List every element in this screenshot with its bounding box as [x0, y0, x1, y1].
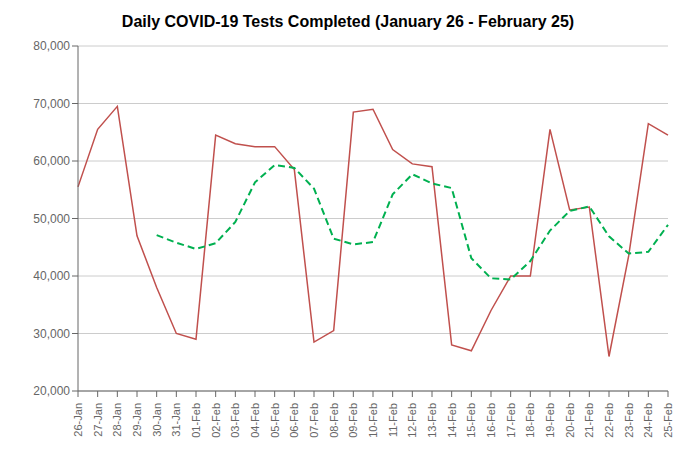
svg-text:20-Feb: 20-Feb [564, 403, 576, 438]
svg-text:23-Feb: 23-Feb [623, 403, 635, 438]
svg-text:60,000: 60,000 [33, 154, 70, 168]
svg-text:03-Feb: 03-Feb [229, 403, 241, 438]
svg-text:70,000: 70,000 [33, 97, 70, 111]
svg-text:21-Feb: 21-Feb [583, 403, 595, 438]
svg-text:50,000: 50,000 [33, 212, 70, 226]
svg-text:22-Feb: 22-Feb [603, 403, 615, 438]
svg-text:01-Feb: 01-Feb [190, 403, 202, 438]
svg-text:17-Feb: 17-Feb [505, 403, 517, 438]
svg-text:08-Feb: 08-Feb [328, 403, 340, 438]
svg-text:26-Jan: 26-Jan [72, 403, 84, 437]
svg-text:15-Feb: 15-Feb [465, 403, 477, 438]
svg-text:30-Jan: 30-Jan [151, 403, 163, 437]
svg-text:18-Feb: 18-Feb [524, 403, 536, 438]
svg-text:07-Feb: 07-Feb [308, 403, 320, 438]
svg-text:06-Feb: 06-Feb [288, 403, 300, 438]
svg-text:12-Feb: 12-Feb [406, 403, 418, 438]
svg-text:16-Feb: 16-Feb [485, 403, 497, 438]
svg-text:19-Feb: 19-Feb [544, 403, 556, 438]
svg-text:29-Jan: 29-Jan [131, 403, 143, 437]
svg-text:31-Jan: 31-Jan [170, 403, 182, 437]
svg-text:05-Feb: 05-Feb [269, 403, 281, 438]
svg-text:04-Feb: 04-Feb [249, 403, 261, 438]
html-text:Daily COVID-19 Tests Completed: Daily COVID-19 Tests Completed (January … [121, 13, 575, 30]
svg-text:13-Feb: 13-Feb [426, 403, 438, 438]
svg-text:10-Feb: 10-Feb [367, 403, 379, 438]
svg-text:14-Feb: 14-Feb [446, 403, 458, 438]
svg-text:27-Jan: 27-Jan [92, 403, 104, 437]
svg-text:24-Feb: 24-Feb [642, 403, 654, 438]
svg-text:40,000: 40,000 [33, 269, 70, 283]
svg-text:30,000: 30,000 [33, 327, 70, 341]
svg-text:20,000: 20,000 [33, 384, 70, 398]
svg-text:11-Feb: 11-Feb [387, 403, 399, 437]
svg-text:02-Feb: 02-Feb [210, 403, 222, 438]
svg-text:28-Jan: 28-Jan [111, 403, 123, 437]
svg-text:25-Feb: 25-Feb [662, 403, 674, 438]
svg-text:80,000: 80,000 [33, 39, 70, 53]
svg-text:09-Feb: 09-Feb [347, 403, 359, 438]
